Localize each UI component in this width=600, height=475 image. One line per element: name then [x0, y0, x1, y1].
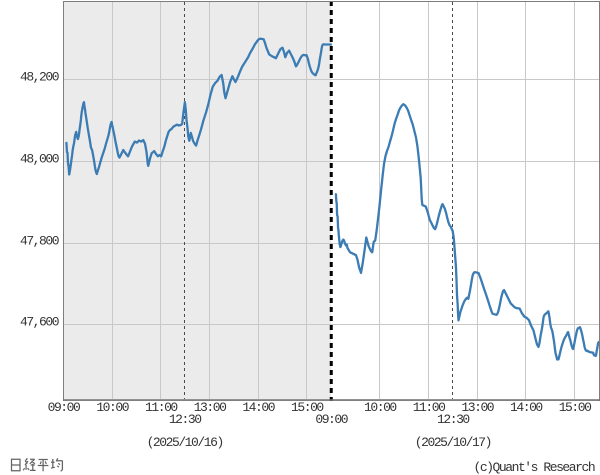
- svg-text:(c)Quant's Research: (c)Quant's Research: [474, 460, 595, 475]
- svg-text:09:00: 09:00: [315, 412, 347, 427]
- svg-text:10:00: 10:00: [96, 400, 128, 415]
- svg-text:15:00: 15:00: [291, 400, 323, 415]
- svg-text:13:00: 13:00: [194, 400, 226, 415]
- svg-text:14:00: 14:00: [242, 400, 274, 415]
- svg-text:14:00: 14:00: [510, 400, 542, 415]
- svg-text:15:00: 15:00: [559, 400, 591, 415]
- svg-text:(2025/10/16): (2025/10/16): [147, 435, 223, 450]
- svg-text:47,600: 47,600: [20, 314, 59, 329]
- svg-text:48,000: 48,000: [20, 151, 59, 166]
- svg-text:11:00: 11:00: [413, 400, 445, 415]
- svg-text:13:00: 13:00: [461, 400, 493, 415]
- svg-text:12:30: 12:30: [437, 412, 469, 427]
- svg-text:12:30: 12:30: [169, 412, 201, 427]
- svg-text:11:00: 11:00: [145, 400, 177, 415]
- svg-text:47,800: 47,800: [20, 233, 59, 248]
- svg-text:10:00: 10:00: [364, 400, 396, 415]
- svg-text:48,200: 48,200: [20, 69, 59, 84]
- svg-text:09:00: 09:00: [48, 400, 80, 415]
- svg-text:(2025/10/17): (2025/10/17): [415, 435, 491, 450]
